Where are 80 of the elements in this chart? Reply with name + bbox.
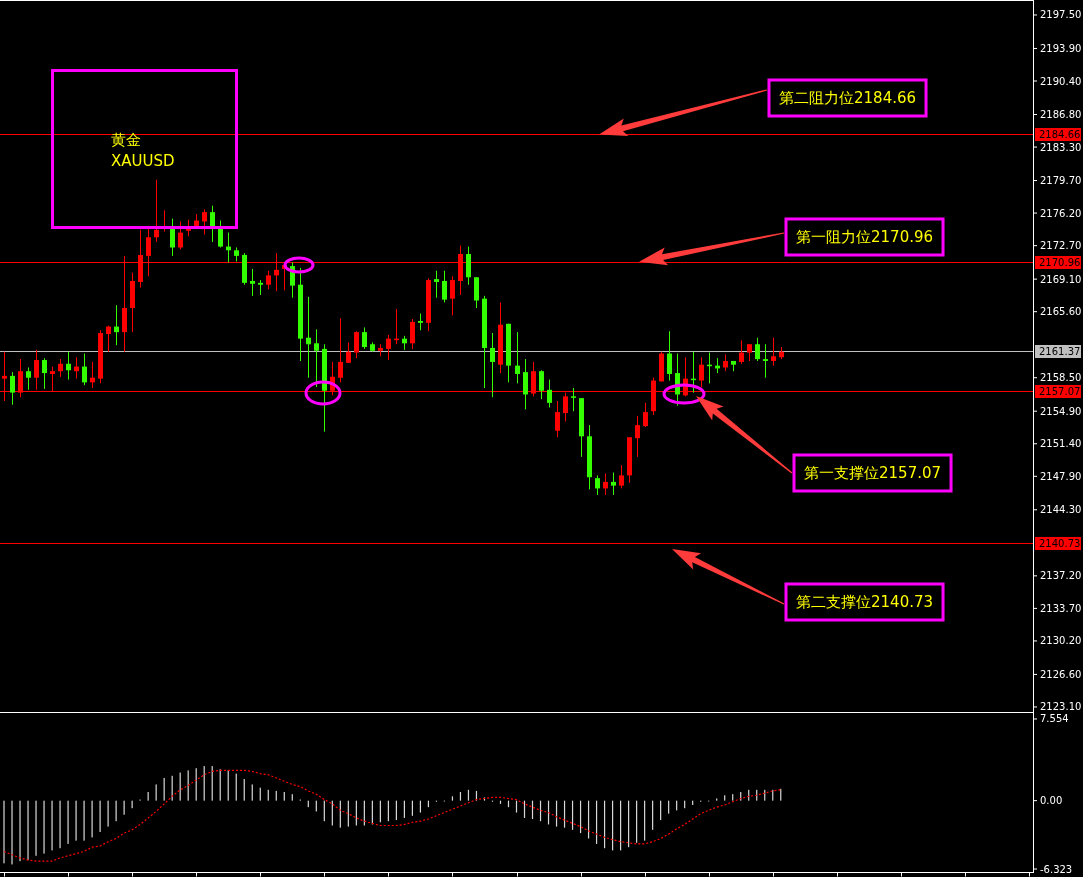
annotation: 第一支撑位2157.07 (804, 464, 942, 482)
y-tick-label: 2179.70 (1040, 175, 1082, 187)
candlestick (539, 369, 544, 400)
candlestick (82, 353, 87, 386)
annotation: 第一阻力位2170.96 (796, 228, 934, 246)
candlestick (474, 276, 479, 309)
candlestick (354, 330, 359, 359)
y-tick-label: 0.00 (1040, 795, 1063, 807)
candlestick (346, 341, 351, 364)
candlestick (699, 356, 704, 388)
candlestick (210, 205, 215, 243)
candlestick (266, 270, 271, 290)
candlestick (42, 357, 47, 390)
candlestick (523, 358, 528, 410)
y-tick-label: 2158.50 (1040, 372, 1082, 384)
y-tick-label: 2190.40 (1040, 75, 1082, 87)
y-tick-label: 2130.20 (1040, 635, 1082, 647)
candlestick (442, 270, 447, 303)
candlestick (10, 371, 15, 406)
ref-line-label: 2170.96 (1039, 257, 1081, 268)
candlestick (611, 472, 616, 496)
y-tick-label: 2154.90 (1040, 405, 1082, 417)
candlestick (386, 334, 391, 361)
candlestick (154, 179, 159, 243)
candlestick (515, 331, 520, 384)
candlestick (410, 318, 415, 350)
text: XAUUSD (111, 152, 175, 170)
candlestick (466, 246, 471, 286)
candlestick (338, 317, 343, 383)
candlestick (218, 220, 223, 248)
candlestick (306, 296, 311, 379)
candlestick (595, 474, 600, 496)
candlestick (490, 332, 495, 398)
candlestick (643, 402, 648, 428)
y-tick-label: 7.554 (1040, 713, 1069, 725)
candlestick (106, 325, 111, 353)
candlestick (763, 343, 768, 379)
candlestick (362, 326, 367, 350)
y-tick-label: 2144.30 (1040, 504, 1082, 516)
candlestick (771, 337, 776, 367)
ref-line-label: 2157.07 (1039, 386, 1081, 397)
candlestick (571, 387, 576, 412)
ref-line-label: 2184.66 (1039, 129, 1081, 140)
line-series (3, 769, 782, 862)
candlestick (250, 268, 255, 297)
annotation: 第二阻力位2184.66 (779, 89, 917, 107)
text: 黄金 (111, 131, 141, 149)
y-tick-label: -6.323 (1040, 863, 1073, 875)
candlestick (202, 208, 207, 235)
candlestick (603, 473, 608, 496)
ref-line-label: 2140.73 (1039, 538, 1081, 549)
y-tick-label: 2123.10 (1040, 701, 1082, 713)
y-tick-label: 2186.80 (1040, 109, 1082, 120)
candlestick (667, 330, 672, 382)
y-tick-label: 2193.90 (1040, 42, 1082, 54)
y-tick-label: 2165.60 (1040, 306, 1082, 318)
y-tick-label: 2183.30 (1040, 141, 1082, 153)
candlestick (434, 270, 439, 299)
annotation: 第二支撑位2140.73 (796, 593, 934, 611)
candlestick (619, 464, 624, 489)
candlestick (66, 351, 71, 381)
candlestick (178, 220, 183, 250)
y-tick-label: 2197.50 (1040, 9, 1082, 21)
y-tick-label: 2147.90 (1040, 470, 1082, 482)
candlestick (547, 379, 552, 408)
candlestick (739, 340, 744, 365)
y-tick-label: 2126.60 (1040, 668, 1082, 680)
candlestick (314, 328, 319, 388)
ref-line-label: 2161.37 (1039, 346, 1081, 357)
y-tick-label: 2151.40 (1040, 438, 1082, 450)
candlestick (450, 275, 455, 316)
candlestick (635, 415, 640, 458)
candlestick (26, 366, 31, 391)
candlestick (555, 400, 560, 438)
y-tick-label: 2176.20 (1040, 207, 1082, 219)
y-tick-label: 2172.70 (1040, 240, 1082, 252)
y-tick-label: 2169.10 (1040, 273, 1082, 285)
candlestick (755, 337, 760, 362)
y-tick-label: 2133.70 (1040, 602, 1082, 614)
y-tick-label: 2137.20 (1040, 570, 1082, 582)
